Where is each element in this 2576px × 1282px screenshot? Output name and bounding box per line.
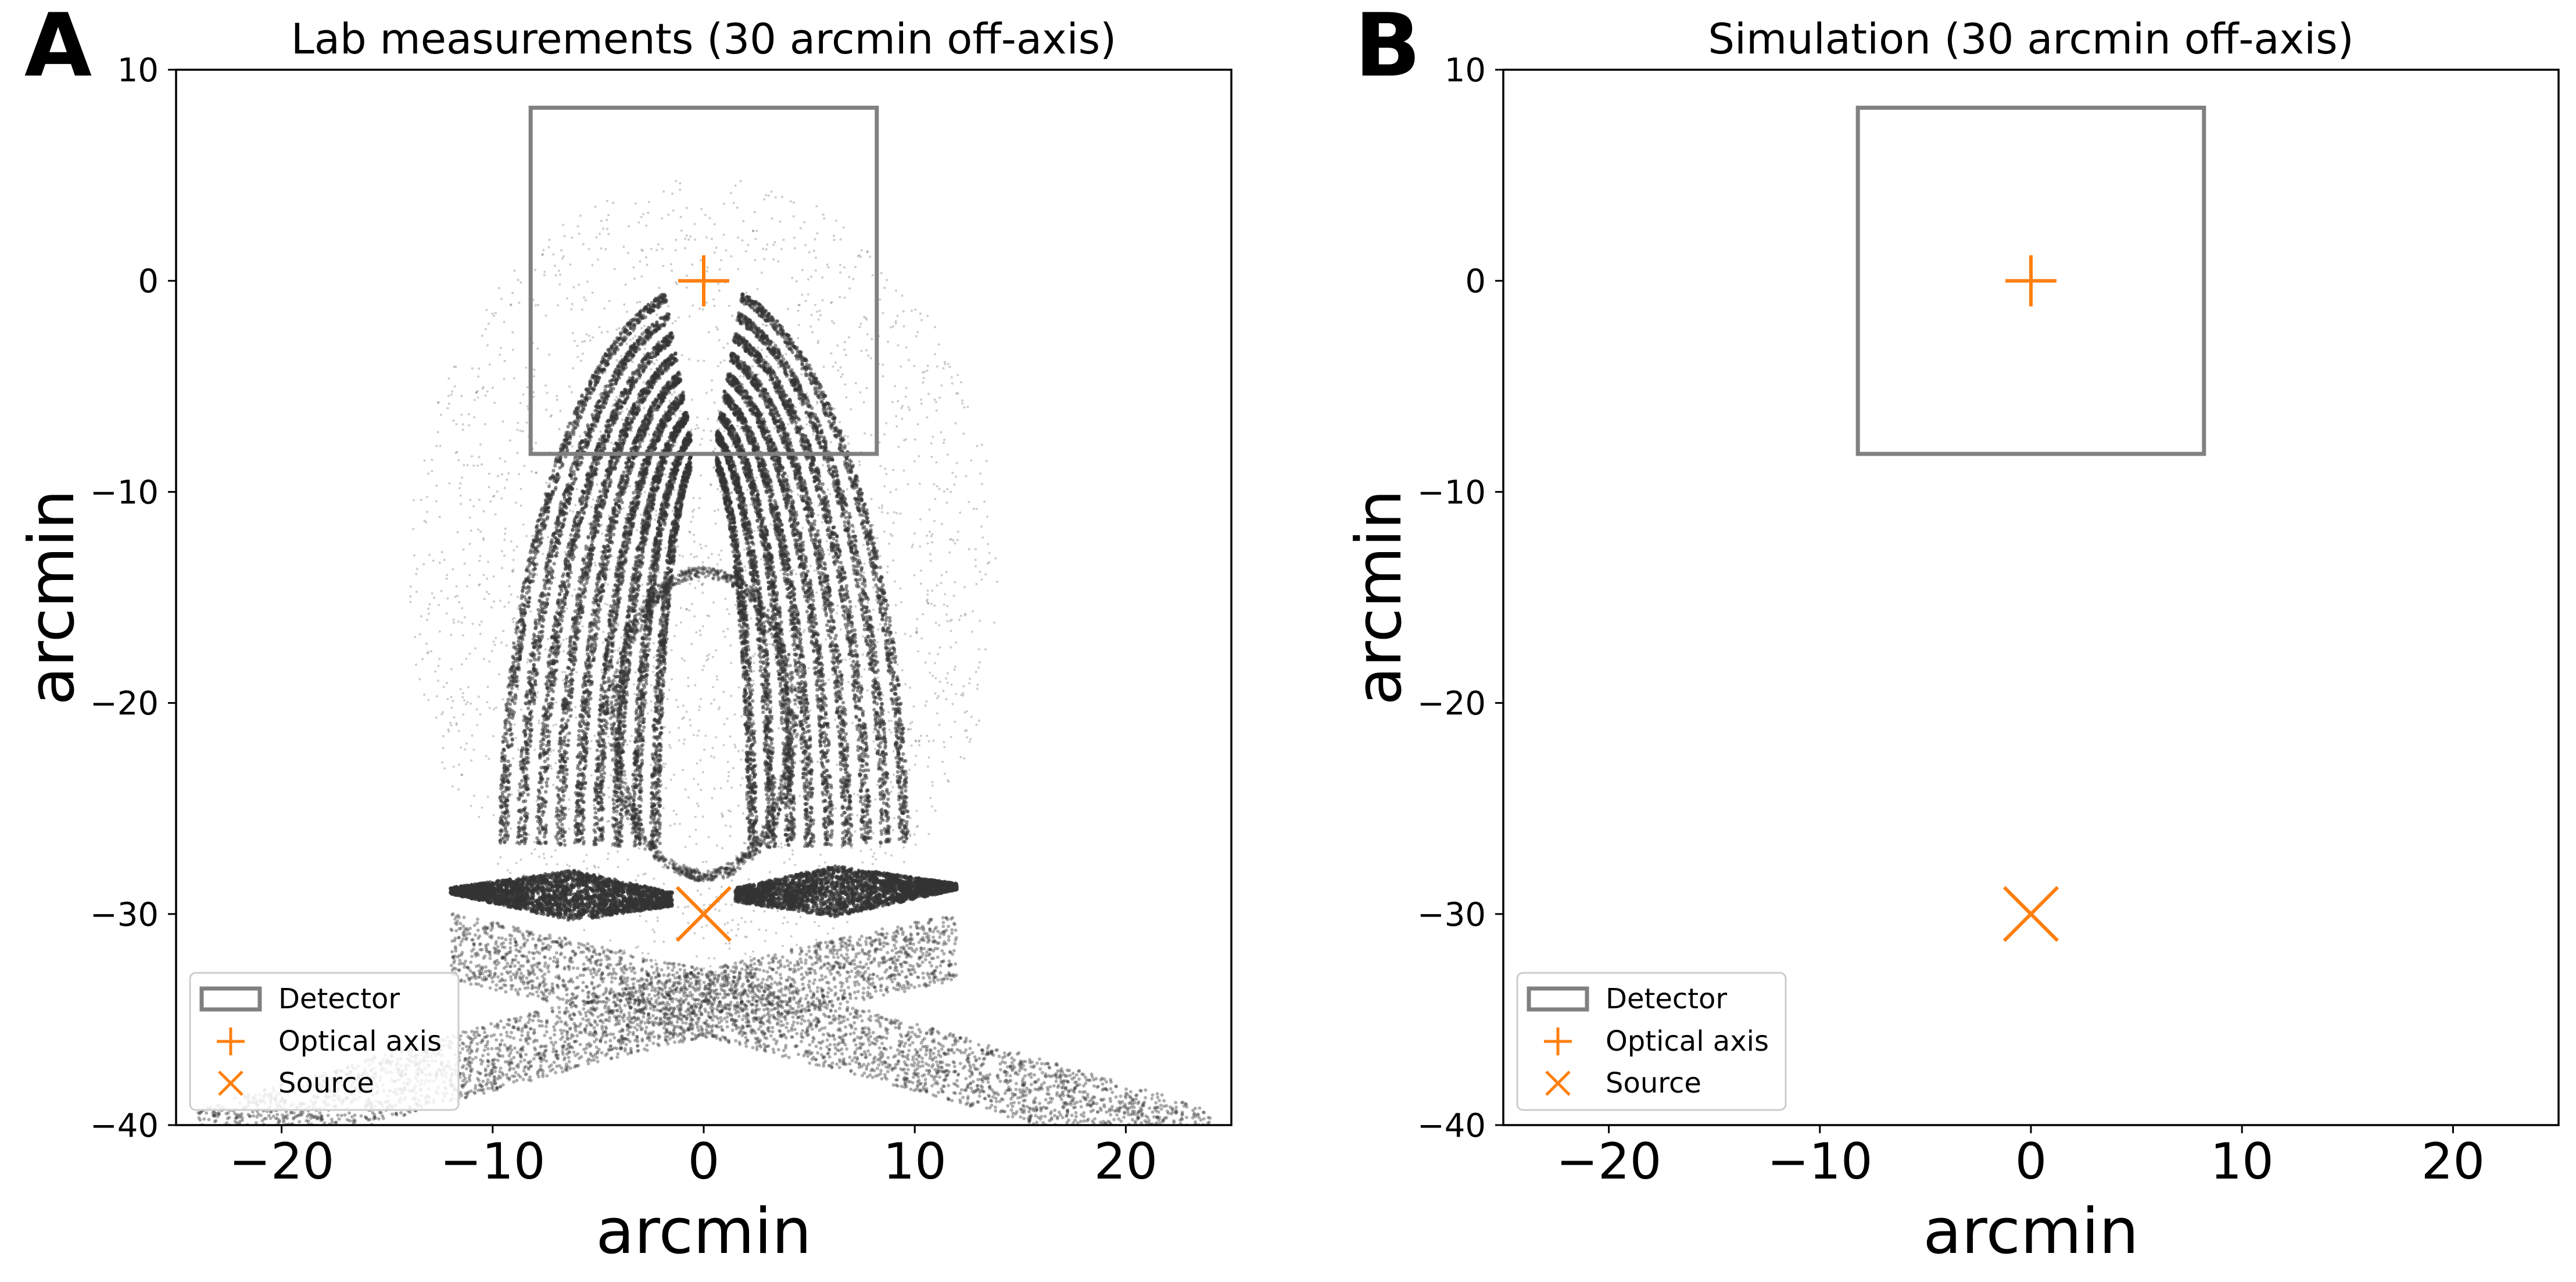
y-tick-label: −30: [1417, 896, 1486, 934]
panel-a: −20 −10 0 10 20 10 0 −10 −20 −30 −40 Lab measuremen…: [16, 0, 1231, 1268]
y-tick-label: −20: [1417, 685, 1486, 723]
y-tick-label: 10: [1445, 52, 1486, 89]
chart-title: Simulation (30 arcmin off-axis): [1708, 15, 2353, 63]
legend-label: Source: [1606, 1067, 1701, 1100]
y-tick-label: −30: [90, 896, 159, 934]
x-tick-label: 10: [883, 1133, 946, 1191]
legend-label: Optical axis: [1606, 1025, 1769, 1058]
legend-label: Optical axis: [278, 1025, 442, 1058]
x-tick-label: 0: [2015, 1133, 2047, 1191]
legend: Detector Optical axis Source: [1517, 973, 1786, 1110]
optical-axis-marker: [678, 255, 729, 306]
x-axis-label: arcmin: [1923, 1195, 2138, 1268]
panel-label: A: [24, 0, 92, 96]
y-tick-label: −10: [1417, 474, 1486, 511]
y-tick-label: −10: [90, 474, 159, 511]
source-marker: [2004, 887, 2058, 941]
legend: Detector Optical axis Source: [190, 973, 458, 1110]
x-tick-label: −20: [1556, 1133, 1662, 1191]
x-tick-label: −10: [440, 1133, 546, 1191]
y-axis-label: arcmin: [16, 489, 88, 705]
axes-frame: [1503, 70, 2559, 1125]
y-tick-label: −20: [90, 685, 159, 723]
x-tick-label: 20: [1094, 1133, 1158, 1191]
panel-b: −20 −10 0 10 20 10 0 −10 −20 −30 −40 Simulation (30…: [1343, 0, 2559, 1268]
panel-label: B: [1355, 0, 1421, 96]
y-tick-label: −40: [1417, 1107, 1486, 1145]
y-tick-label: 0: [1465, 263, 1486, 300]
y-tick-label: 10: [117, 52, 159, 89]
y-tick-label: 0: [138, 263, 159, 300]
x-tick-label: −20: [229, 1133, 335, 1191]
legend-label: Detector: [278, 983, 400, 1015]
optical-axis-marker: [2005, 255, 2056, 306]
x-tick-label: 0: [688, 1133, 720, 1191]
axes-frame: [176, 70, 1231, 1125]
source-marker: [677, 887, 730, 941]
x-tick-label: −10: [1767, 1133, 1873, 1191]
chart-title: Lab measurements (30 arcmin off-axis): [291, 15, 1117, 63]
x-tick-label: 20: [2421, 1133, 2485, 1191]
x-tick-label: 10: [2210, 1133, 2273, 1191]
x-axis-label: arcmin: [596, 1195, 811, 1268]
legend-label: Detector: [1606, 983, 1727, 1015]
y-tick-label: −40: [90, 1107, 159, 1145]
y-axis-label: arcmin: [1343, 489, 1416, 705]
legend-label: Source: [278, 1067, 374, 1100]
